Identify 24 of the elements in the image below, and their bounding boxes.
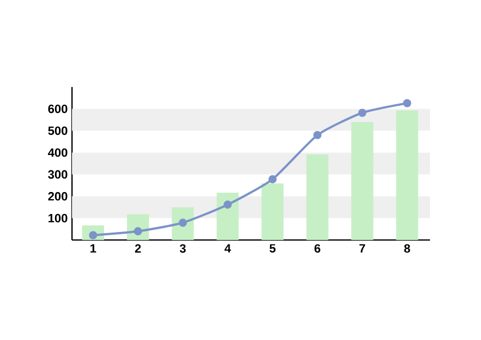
y-tick-label: 400	[48, 148, 68, 157]
bar	[306, 154, 328, 240]
x-tick-label: 2	[135, 244, 141, 253]
bar	[351, 122, 374, 240]
y-tick-label: 200	[48, 192, 68, 201]
x-tick-label: 6	[314, 244, 320, 253]
x-tick-label: 1	[90, 244, 96, 252]
x-tick-label: 7	[359, 244, 366, 252]
bar	[396, 110, 418, 240]
point	[224, 200, 232, 209]
y-tick-label: 300	[48, 170, 68, 179]
point	[313, 130, 322, 140]
x-tick-label: 4	[224, 244, 231, 252]
bar	[262, 183, 284, 240]
y-tick-label: 600	[48, 104, 68, 114]
point	[268, 175, 277, 184]
y-tick-label: 500	[48, 126, 68, 135]
bar	[216, 192, 239, 240]
point	[403, 99, 412, 108]
x-tick-label: 3	[180, 244, 186, 253]
x-tick-label: 5	[270, 244, 276, 253]
y-tick-label: 100	[48, 214, 68, 222]
x-tick-label: 8	[404, 244, 410, 253]
point	[358, 108, 366, 117]
